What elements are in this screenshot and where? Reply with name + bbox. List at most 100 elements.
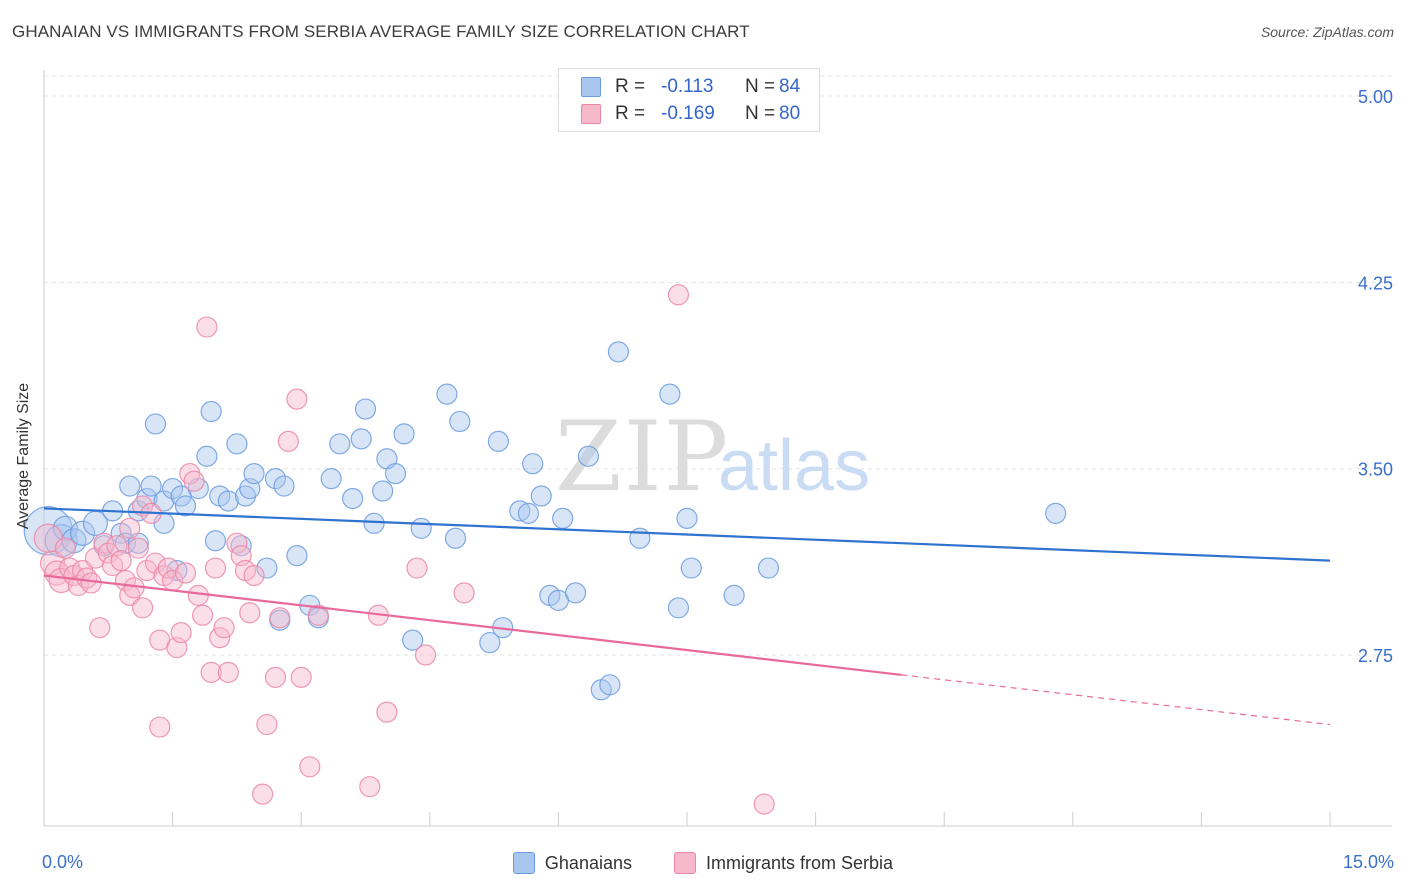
pink-swatch bbox=[581, 104, 601, 124]
legend-label: Ghanaians bbox=[544, 852, 632, 873]
y-tick-label: 4.25 bbox=[1358, 273, 1393, 293]
point-ghanaians bbox=[449, 410, 471, 433]
point-serbia bbox=[277, 430, 299, 452]
n-label: N = bbox=[745, 76, 776, 97]
y-tick-label: 2.75 bbox=[1358, 646, 1393, 666]
point-serbia bbox=[376, 701, 398, 723]
point-ghanaians bbox=[659, 383, 681, 405]
point-ghanaians bbox=[342, 487, 364, 510]
point-serbia bbox=[204, 557, 227, 579]
point-ghanaians bbox=[517, 502, 539, 524]
r-value: -0.169 bbox=[661, 103, 715, 124]
point-ghanaians bbox=[530, 485, 552, 507]
trend-line-serbia bbox=[43, 574, 902, 676]
point-ghanaians bbox=[196, 445, 218, 467]
point-serbia bbox=[453, 582, 475, 604]
point-ghanaians bbox=[680, 557, 702, 579]
point-ghanaians bbox=[444, 527, 467, 549]
point-serbia bbox=[667, 284, 690, 306]
point-ghanaians bbox=[256, 557, 278, 579]
r-value: -0.113 bbox=[661, 76, 714, 97]
point-serbia bbox=[239, 602, 261, 624]
y-tick-labels: 5.00 4.25 3.50 2.75 bbox=[1358, 87, 1393, 666]
x-tick-max: 15.0% bbox=[1342, 852, 1394, 872]
data-points bbox=[23, 284, 1067, 815]
point-serbia bbox=[264, 666, 287, 688]
trend-line-ghanaians bbox=[43, 507, 1331, 562]
point-serbia bbox=[80, 572, 102, 594]
point-ghanaians bbox=[153, 490, 175, 512]
point-ghanaians bbox=[350, 428, 372, 450]
point-ghanaians bbox=[393, 423, 415, 445]
point-ghanaians bbox=[69, 520, 96, 546]
point-serbia bbox=[44, 560, 70, 586]
point-serbia bbox=[187, 584, 209, 606]
point-serbia bbox=[226, 532, 248, 554]
point-serbia bbox=[54, 537, 77, 559]
point-ghanaians bbox=[577, 445, 600, 467]
point-serbia bbox=[269, 607, 291, 629]
axes bbox=[43, 70, 1392, 827]
stats-row-serbia: R = -0.169 N = 80 bbox=[581, 102, 800, 126]
point-ghanaians bbox=[667, 597, 690, 619]
point-ghanaians bbox=[479, 631, 501, 654]
point-serbia bbox=[149, 716, 171, 738]
point-ghanaians bbox=[402, 629, 424, 651]
point-serbia bbox=[213, 617, 235, 639]
point-serbia bbox=[131, 597, 154, 619]
point-ghanaians bbox=[329, 433, 351, 455]
chart-title: GHANAIAN VS IMMIGRANTS FROM SERBIA AVERA… bbox=[12, 22, 750, 41]
point-serbia bbox=[144, 552, 167, 574]
point-serbia bbox=[183, 470, 205, 492]
legend-swatch-pink bbox=[674, 852, 696, 874]
y-axis-label: Average Family Size bbox=[15, 382, 32, 530]
watermark-atlas: atlas bbox=[718, 426, 870, 506]
point-ghanaians bbox=[119, 475, 141, 497]
point-ghanaians bbox=[174, 495, 197, 517]
point-ghanaians bbox=[286, 545, 308, 567]
point-serbia bbox=[286, 388, 308, 410]
trend-lines bbox=[43, 507, 1331, 726]
point-serbia bbox=[97, 542, 119, 564]
legend-item-ghanaians[interactable]: Ghanaians bbox=[512, 852, 632, 874]
n-label: N = bbox=[745, 103, 776, 124]
point-serbia bbox=[174, 562, 197, 584]
point-ghanaians bbox=[676, 507, 698, 529]
point-serbia bbox=[307, 604, 329, 626]
point-ghanaians bbox=[509, 500, 531, 522]
point-ghanaians bbox=[363, 512, 385, 534]
point-ghanaians bbox=[140, 475, 162, 497]
point-ghanaians bbox=[757, 557, 780, 579]
point-serbia bbox=[110, 549, 132, 572]
point-serbia bbox=[753, 793, 775, 815]
point-serbia bbox=[136, 559, 158, 582]
point-serbia bbox=[414, 644, 437, 666]
n-value: 84 bbox=[779, 76, 801, 97]
blue-swatch bbox=[581, 77, 601, 97]
point-ghanaians bbox=[144, 413, 167, 435]
point-ghanaians bbox=[52, 515, 79, 541]
point-serbia bbox=[131, 495, 154, 517]
point-ghanaians bbox=[243, 463, 265, 485]
point-ghanaians bbox=[1045, 502, 1067, 524]
point-ghanaians bbox=[204, 530, 227, 552]
legend-item-serbia[interactable]: Immigrants from Serbia bbox=[674, 852, 893, 874]
point-serbia bbox=[406, 557, 428, 579]
point-ghanaians bbox=[226, 433, 248, 455]
point-serbia bbox=[299, 756, 321, 778]
point-ghanaians bbox=[564, 582, 587, 604]
point-serbia bbox=[252, 783, 274, 805]
point-ghanaians bbox=[372, 480, 394, 502]
point-serbia bbox=[243, 564, 265, 587]
y-tick-label: 5.00 bbox=[1358, 87, 1393, 107]
point-ghanaians bbox=[552, 507, 574, 529]
x-tick-min: 0.0% bbox=[42, 852, 84, 872]
point-ghanaians bbox=[217, 490, 239, 512]
point-serbia bbox=[256, 713, 278, 736]
point-ghanaians bbox=[487, 430, 509, 452]
point-serbia bbox=[119, 517, 141, 539]
y-tick-label: 3.50 bbox=[1358, 460, 1393, 480]
point-ghanaians bbox=[273, 475, 295, 497]
